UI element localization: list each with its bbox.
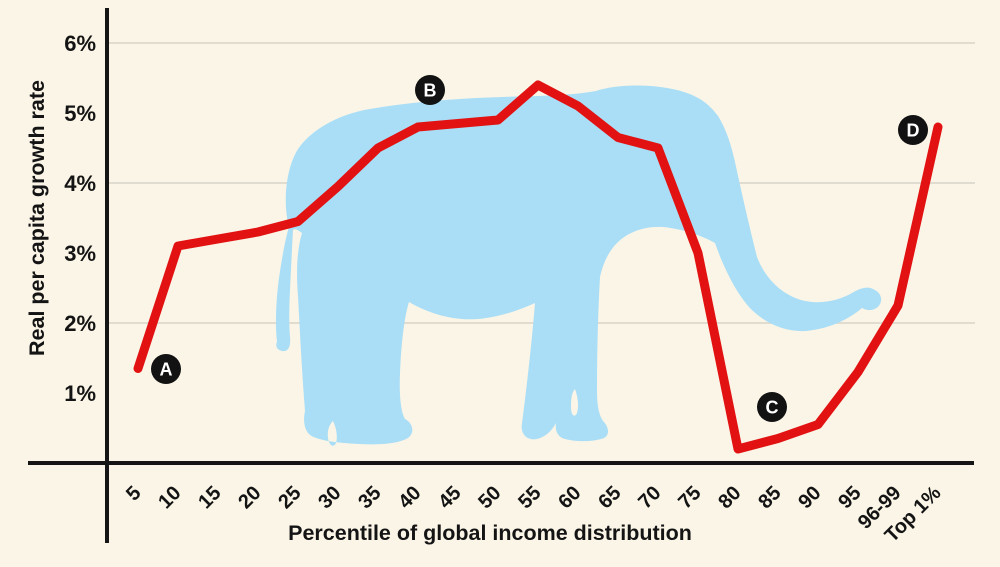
y-tick-label: 1%: [64, 381, 96, 406]
annotation-letter-b: B: [424, 81, 437, 101]
annotation-marker-d: [898, 115, 928, 145]
growth-curve: [133, 80, 943, 454]
annotation-letter-c: C: [766, 398, 779, 418]
axes: [28, 8, 974, 543]
y-tick-label: 6%: [64, 31, 96, 56]
y-tick-label: 2%: [64, 311, 96, 336]
x-axis-title: Percentile of global income distribution: [288, 521, 692, 545]
annotation-marker-a: [151, 354, 181, 384]
y-tick-label: 4%: [64, 171, 96, 196]
y-axis-title: Real per capita growth rate: [25, 80, 49, 356]
elephant-silhouette: [275, 85, 882, 446]
y-tick-label: 3%: [64, 241, 96, 266]
annotation-letter-a: A: [160, 360, 173, 380]
annotations: A B C D: [151, 75, 928, 422]
annotation-letter-d: D: [907, 121, 920, 141]
y-tick-label: 5%: [64, 101, 96, 126]
annotation-marker-b: [415, 75, 445, 105]
data-series: [133, 80, 943, 454]
annotation-marker-c: [757, 392, 787, 422]
